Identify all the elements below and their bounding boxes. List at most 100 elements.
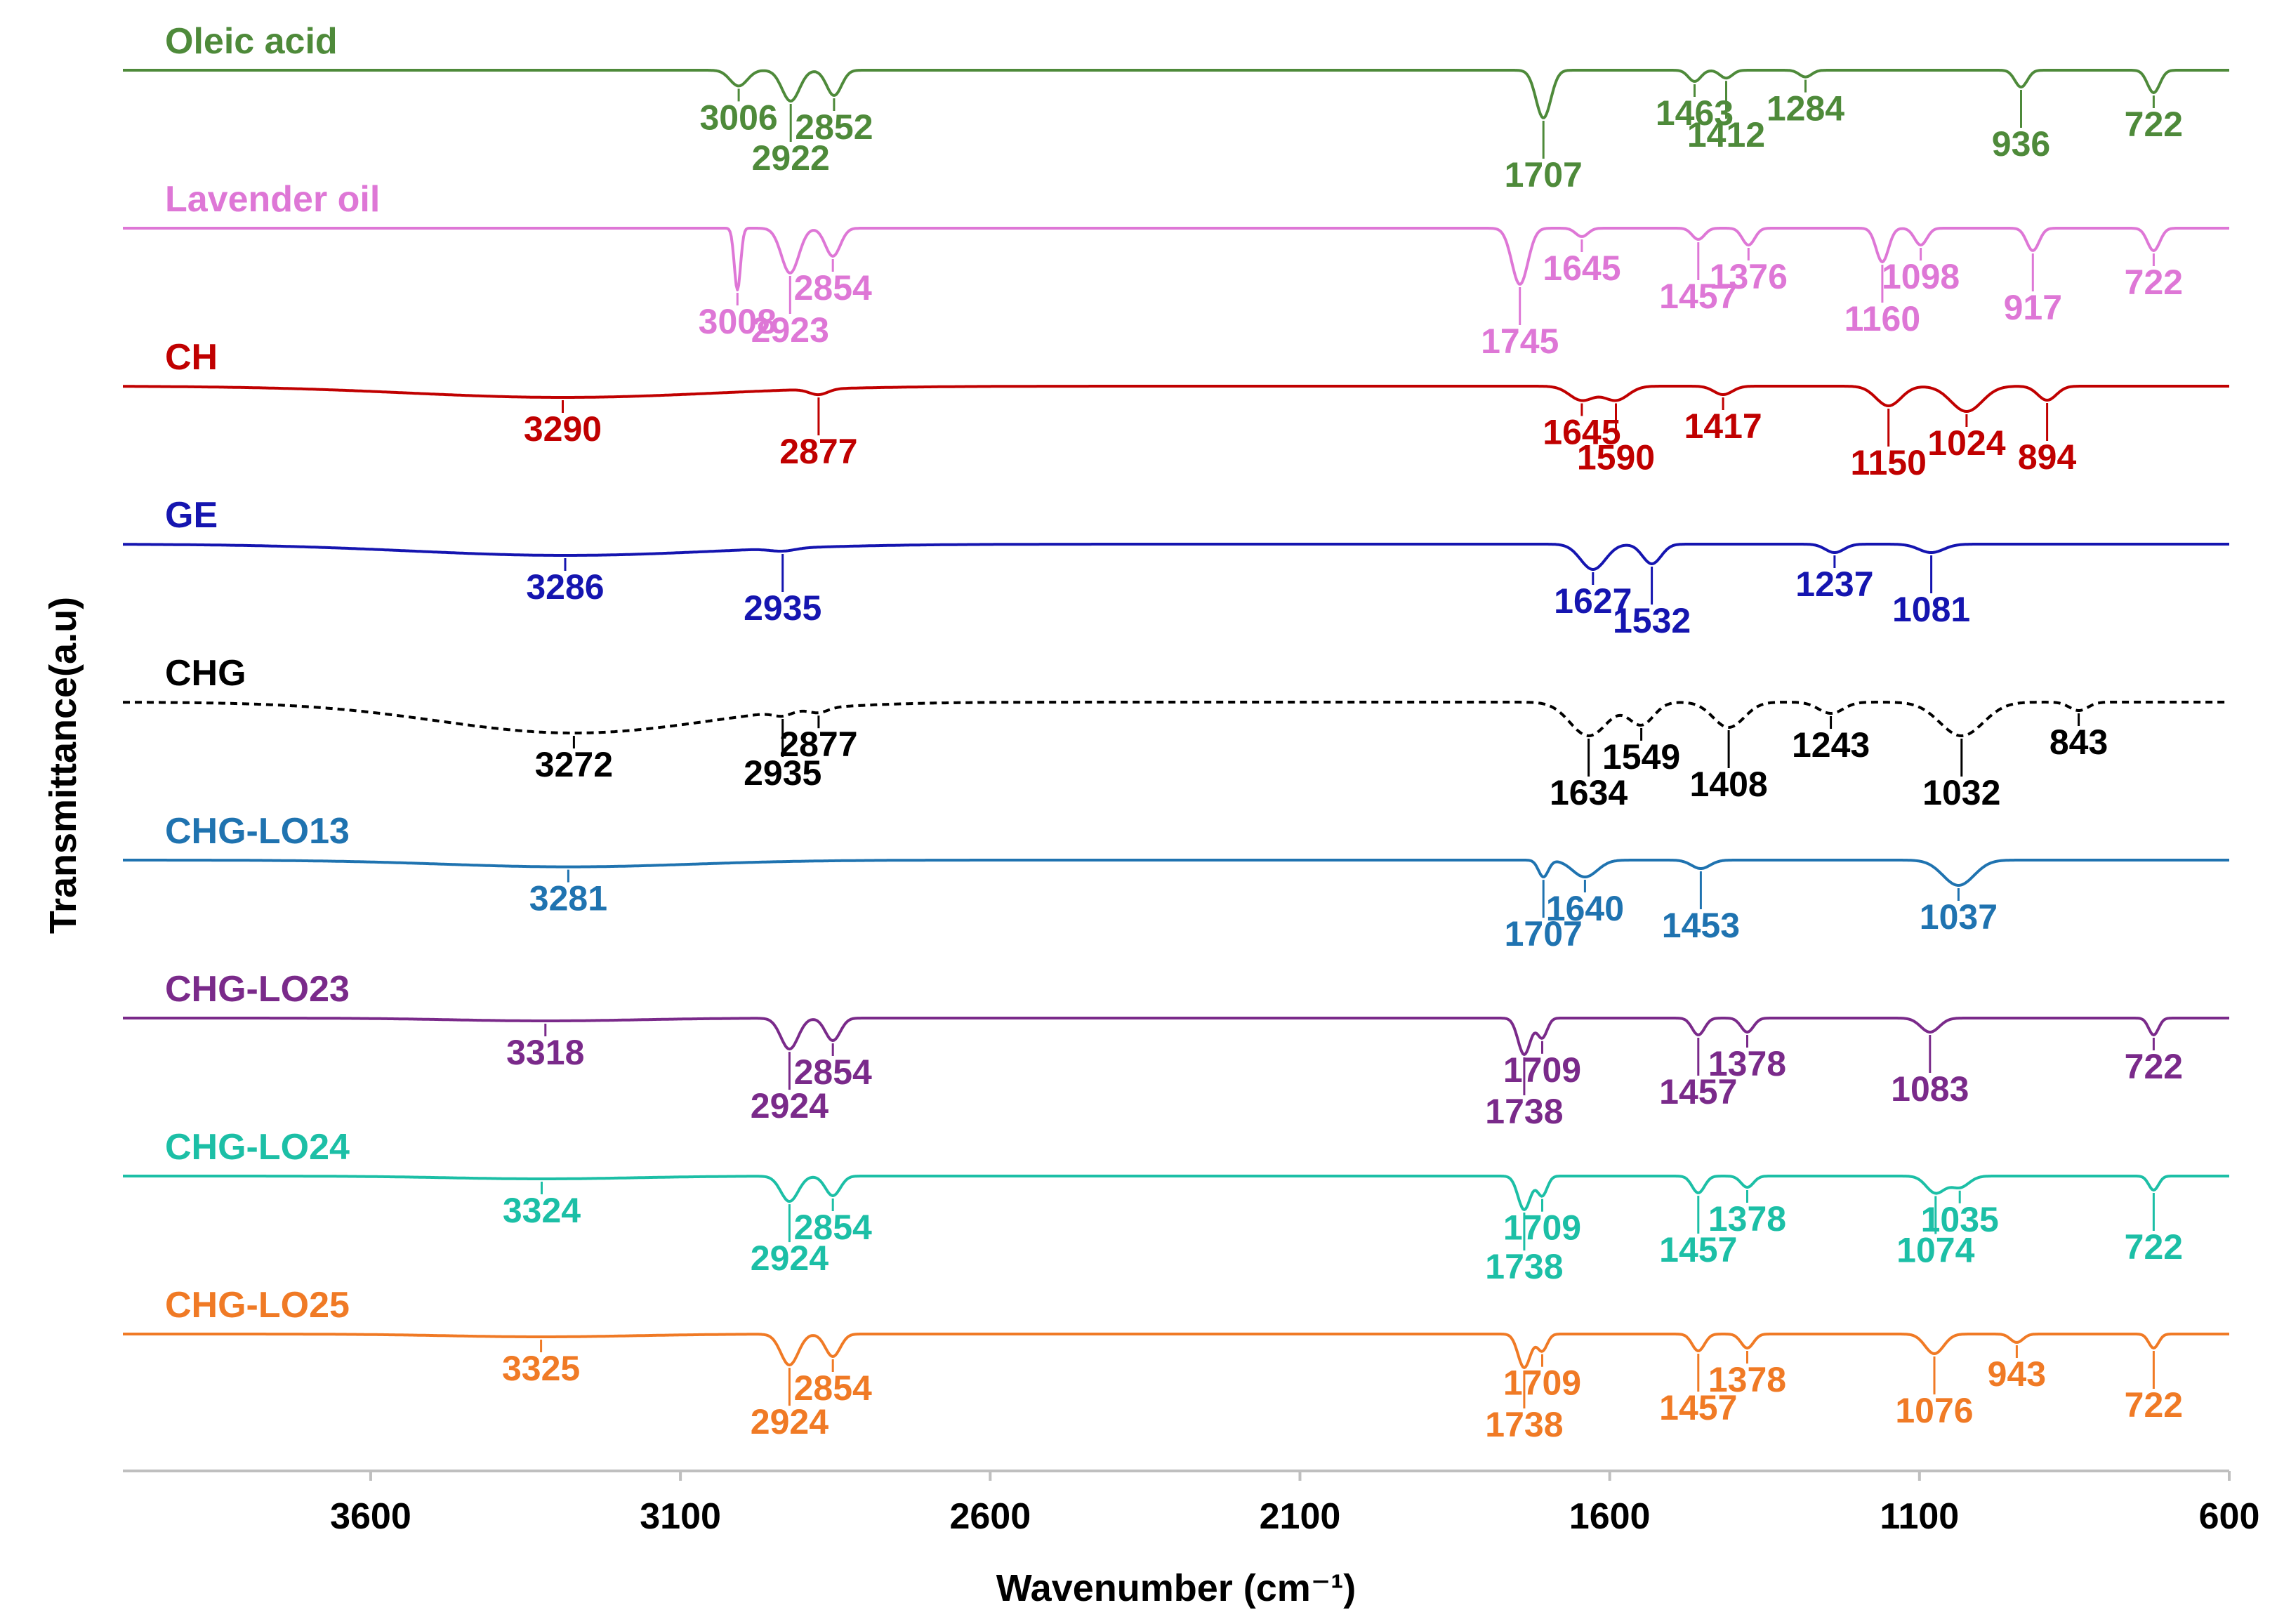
x-tick-label-3100: 3100 bbox=[640, 1496, 721, 1537]
peak-label-lavender-oil-1645: 1645 bbox=[1543, 249, 1620, 288]
peak-label-chg-lo24-2924: 2924 bbox=[751, 1239, 829, 1278]
series-line-oleic-acid bbox=[122, 69, 2230, 119]
peak-label-ge-3286: 3286 bbox=[526, 567, 604, 607]
series-label-oleic-acid: Oleic acid bbox=[165, 21, 338, 62]
peak-label-ge-1081: 1081 bbox=[1892, 590, 1970, 629]
y-axis-title: Transmittance(a.u) bbox=[42, 597, 84, 934]
series-line-ge bbox=[122, 543, 2230, 571]
peak-label-lavender-oil-1457: 1457 bbox=[1659, 277, 1737, 316]
peak-label-chg-lo23-1738: 1738 bbox=[1485, 1092, 1563, 1131]
peak-label-ch-3290: 3290 bbox=[524, 409, 602, 449]
peak-label-oleic-acid-2852: 2852 bbox=[795, 107, 873, 147]
x-tick-label-600: 600 bbox=[2199, 1496, 2260, 1537]
peak-label-oleic-acid-1463: 1463 bbox=[1656, 93, 1734, 133]
peak-label-ge-2935: 2935 bbox=[744, 588, 821, 628]
peak-label-chg-lo25-3325: 3325 bbox=[502, 1349, 580, 1388]
peak-label-chg-lo25-1709: 1709 bbox=[1503, 1364, 1581, 1403]
peak-label-oleic-acid-1284: 1284 bbox=[1767, 89, 1844, 128]
series-label-chg-lo25: CHG-LO25 bbox=[165, 1285, 350, 1326]
peak-label-oleic-acid-1707: 1707 bbox=[1505, 155, 1583, 194]
x-tick-label-2600: 2600 bbox=[949, 1496, 1031, 1537]
peak-label-chg-1032: 1032 bbox=[1922, 773, 2000, 812]
peak-label-ch-894: 894 bbox=[2018, 437, 2077, 477]
peak-label-chg-lo24-1457: 1457 bbox=[1659, 1230, 1737, 1269]
x-tick-label-1100: 1100 bbox=[1880, 1496, 1959, 1537]
peak-label-chg-1243: 1243 bbox=[1792, 725, 1870, 765]
peak-label-ch-2877: 2877 bbox=[779, 432, 857, 471]
peak-label-chg-lo25-1457: 1457 bbox=[1659, 1388, 1737, 1427]
peak-label-oleic-acid-1412: 1412 bbox=[1687, 115, 1765, 154]
peak-label-chg-lo23-722: 722 bbox=[2125, 1047, 2183, 1086]
series-label-ch: CH bbox=[165, 337, 218, 378]
x-tick-label-3600: 3600 bbox=[330, 1496, 411, 1537]
peak-label-ge-1237: 1237 bbox=[1795, 565, 1873, 604]
peak-label-ch-1024: 1024 bbox=[1927, 423, 2005, 463]
series-line-chg-lo24 bbox=[122, 1175, 2230, 1211]
series-label-chg-lo24: CHG-LO24 bbox=[165, 1127, 350, 1168]
peak-label-oleic-acid-722: 722 bbox=[2125, 105, 2183, 144]
peak-label-chg-lo25-1378: 1378 bbox=[1708, 1360, 1786, 1399]
peak-label-ch-1150: 1150 bbox=[1850, 443, 1926, 482]
peak-label-chg-lo25-1076: 1076 bbox=[1895, 1391, 1973, 1430]
peak-label-lavender-oil-2854: 2854 bbox=[794, 268, 872, 308]
series-line-chg bbox=[122, 701, 2230, 737]
peak-label-chg-lo24-1035: 1035 bbox=[1921, 1200, 1999, 1239]
peak-label-chg-lo24-1074: 1074 bbox=[1896, 1231, 1974, 1270]
x-axis-title: Wavenumber (cm⁻¹) bbox=[996, 1567, 1356, 1609]
series-label-chg: CHG bbox=[165, 653, 246, 694]
series-line-lavender-oil bbox=[122, 227, 2230, 291]
peak-label-chg-lo23-3318: 3318 bbox=[506, 1033, 584, 1072]
peak-label-chg-lo13-1037: 1037 bbox=[1920, 897, 1998, 937]
peak-label-chg-lo25-722: 722 bbox=[2125, 1385, 2183, 1425]
peak-label-chg-lo23-2854: 2854 bbox=[794, 1052, 872, 1092]
peak-label-chg-2935: 2935 bbox=[744, 753, 821, 793]
peak-label-chg-lo23-1709: 1709 bbox=[1503, 1050, 1581, 1090]
peak-label-chg-1408: 1408 bbox=[1689, 765, 1767, 804]
peak-label-chg-lo13-1453: 1453 bbox=[1662, 906, 1740, 945]
peak-label-chg-lo24-1709: 1709 bbox=[1503, 1208, 1581, 1248]
peak-label-lavender-oil-3008: 3008 bbox=[699, 302, 777, 341]
peak-label-chg-lo25-2854: 2854 bbox=[794, 1368, 872, 1408]
series-label-lavender-oil: Lavender oil bbox=[165, 179, 380, 220]
peak-label-ge-1627: 1627 bbox=[1554, 581, 1632, 621]
peak-label-chg-lo23-1378: 1378 bbox=[1708, 1044, 1786, 1083]
series-label-chg-lo23: CHG-LO23 bbox=[165, 969, 350, 1010]
peak-label-chg-843: 843 bbox=[2049, 722, 2108, 762]
peak-label-lavender-oil-722: 722 bbox=[2125, 263, 2183, 302]
series-line-chg-lo25 bbox=[122, 1333, 2230, 1369]
peak-label-ch-1590: 1590 bbox=[1577, 438, 1655, 477]
series-line-chg-lo23 bbox=[122, 1017, 2230, 1056]
peak-label-chg-lo24-1738: 1738 bbox=[1485, 1247, 1563, 1286]
peak-label-chg-lo23-1457: 1457 bbox=[1659, 1072, 1737, 1111]
peak-label-chg-lo25-1738: 1738 bbox=[1485, 1405, 1563, 1444]
peak-label-chg-lo13-1707: 1707 bbox=[1505, 914, 1583, 953]
peak-label-chg-lo13-3281: 3281 bbox=[529, 879, 607, 918]
peak-label-chg-lo25-2924: 2924 bbox=[751, 1402, 829, 1441]
peak-label-chg-lo25-943: 943 bbox=[1988, 1354, 2046, 1394]
peak-label-chg-lo24-1378: 1378 bbox=[1708, 1199, 1786, 1239]
series-label-ge: GE bbox=[165, 495, 218, 536]
peak-label-lavender-oil-1376: 1376 bbox=[1710, 257, 1788, 296]
peak-label-chg-lo23-1083: 1083 bbox=[1891, 1069, 1969, 1109]
peak-label-chg-lo24-722: 722 bbox=[2125, 1227, 2183, 1267]
x-axis-ticks: 3600 3100 2600 2100 1600 1100 600 bbox=[330, 1471, 2259, 1537]
peak-label-oleic-acid-936: 936 bbox=[1992, 124, 2050, 164]
peak-label-chg-lo24-2854: 2854 bbox=[794, 1208, 872, 1247]
series-label-chg-lo13: CHG-LO13 bbox=[165, 811, 350, 852]
series-line-chg-lo13 bbox=[122, 859, 2230, 887]
peak-label-oleic-acid-2922: 2922 bbox=[752, 138, 830, 178]
peak-label-chg-lo24-3324: 3324 bbox=[503, 1191, 581, 1230]
peak-label-lavender-oil-1098: 1098 bbox=[1882, 257, 1960, 296]
peak-label-ge-1532: 1532 bbox=[1613, 601, 1691, 640]
x-axis: 3600 3100 2600 2100 1600 1100 600 bbox=[123, 1470, 2259, 1537]
